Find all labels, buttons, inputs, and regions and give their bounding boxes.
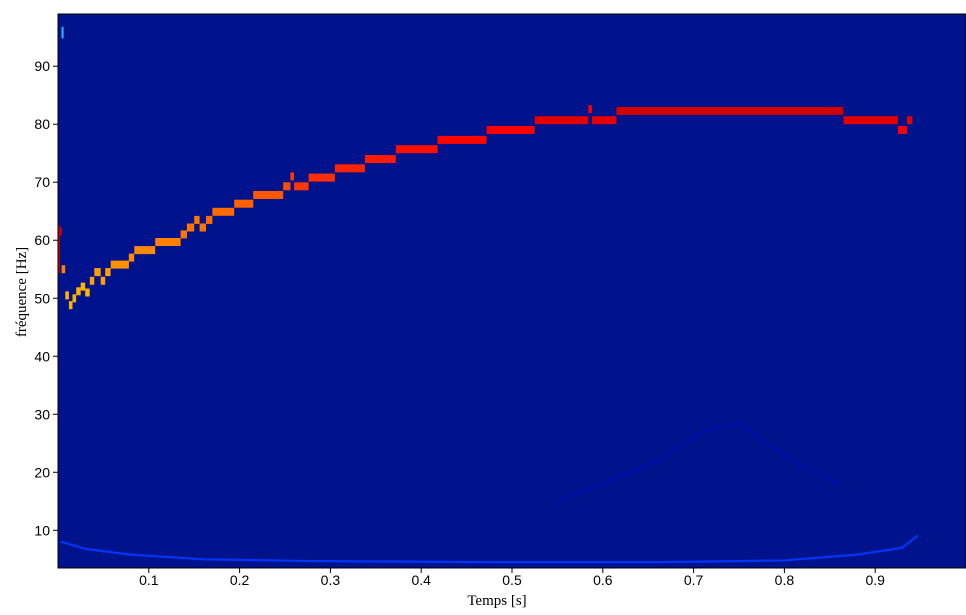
ridge-segment bbox=[897, 126, 907, 134]
y-tick-label: 60 bbox=[34, 232, 50, 248]
ridge-segment bbox=[437, 135, 487, 144]
ridge-segment bbox=[486, 126, 535, 134]
faint-component-2 bbox=[556, 422, 840, 502]
x-tick-label: 0.5 bbox=[502, 572, 522, 588]
ridge-segment bbox=[89, 276, 95, 285]
ridge-segment bbox=[94, 268, 101, 277]
ridge-segment bbox=[395, 145, 438, 154]
ridge-segment bbox=[534, 116, 589, 125]
ridge-segment bbox=[194, 215, 200, 224]
ridge-segment bbox=[134, 246, 156, 255]
ridge-segment bbox=[80, 282, 86, 291]
ridge-segment bbox=[364, 155, 396, 163]
ridge-segment bbox=[616, 106, 844, 115]
ridge-segment bbox=[907, 116, 913, 125]
y-tick-label: 70 bbox=[34, 174, 50, 190]
ridge-segment bbox=[180, 230, 187, 239]
ridge-segment bbox=[186, 223, 195, 232]
ridge-segment bbox=[294, 182, 309, 191]
ridge-segment bbox=[72, 294, 77, 303]
ridge-segment bbox=[290, 172, 294, 181]
ridge-segment bbox=[65, 291, 69, 300]
x-axis: 0.1 0.2 0.3 0.4 0.5 0.6 0.7 0.8 0.9 bbox=[139, 568, 885, 588]
ridge-segment bbox=[212, 207, 235, 216]
y-axis-title: fréquence [Hz] bbox=[14, 247, 30, 337]
ridge-segment bbox=[283, 182, 291, 191]
y-tick-label: 40 bbox=[34, 348, 50, 364]
y-tick-label: 30 bbox=[34, 406, 50, 422]
x-tick-label: 0.1 bbox=[139, 572, 159, 588]
ridge-segment bbox=[155, 238, 181, 246]
ridge-segment bbox=[591, 116, 617, 125]
ridge-segment bbox=[61, 265, 66, 274]
x-tick-label: 0.4 bbox=[411, 572, 431, 588]
ridge-segment bbox=[110, 260, 129, 269]
plot-background bbox=[58, 14, 966, 568]
ridge-segment bbox=[100, 276, 106, 285]
y-tick-label: 20 bbox=[34, 464, 50, 480]
x-tick-label: 0.9 bbox=[865, 572, 885, 588]
x-tick-label: 0.8 bbox=[775, 572, 795, 588]
x-axis-title: Temps [s] bbox=[467, 593, 526, 609]
ridge-segment bbox=[206, 215, 213, 224]
x-tick-label: 0.7 bbox=[684, 572, 704, 588]
ridge-segment bbox=[68, 301, 73, 310]
y-tick-label: 90 bbox=[34, 58, 50, 74]
ridge-segment bbox=[334, 164, 365, 173]
ridge-segment bbox=[843, 116, 898, 125]
x-tick-label: 0.2 bbox=[230, 572, 250, 588]
ridge-segment bbox=[128, 253, 135, 262]
ridge-segment bbox=[588, 105, 592, 114]
x-tick-label: 0.6 bbox=[593, 572, 613, 588]
ridge-segment bbox=[105, 268, 111, 277]
faint-component-1 bbox=[60, 534, 919, 564]
ridge-segment bbox=[85, 288, 90, 297]
y-tick-label: 50 bbox=[34, 290, 50, 306]
y-tick-label: 10 bbox=[34, 522, 50, 538]
y-axis: 10 20 30 40 50 60 70 80 90 bbox=[34, 58, 58, 538]
y-tick-label: 80 bbox=[34, 116, 50, 132]
x-tick-label: 0.3 bbox=[321, 572, 341, 588]
ridge-segment bbox=[199, 223, 206, 232]
ridge-segment bbox=[308, 173, 335, 182]
ridge-segment bbox=[76, 287, 81, 296]
faint-energy-layer bbox=[60, 26, 919, 564]
ridge-segment bbox=[253, 191, 284, 199]
dominant-ridge-layer bbox=[58, 105, 913, 310]
ridge-segment bbox=[234, 199, 254, 208]
